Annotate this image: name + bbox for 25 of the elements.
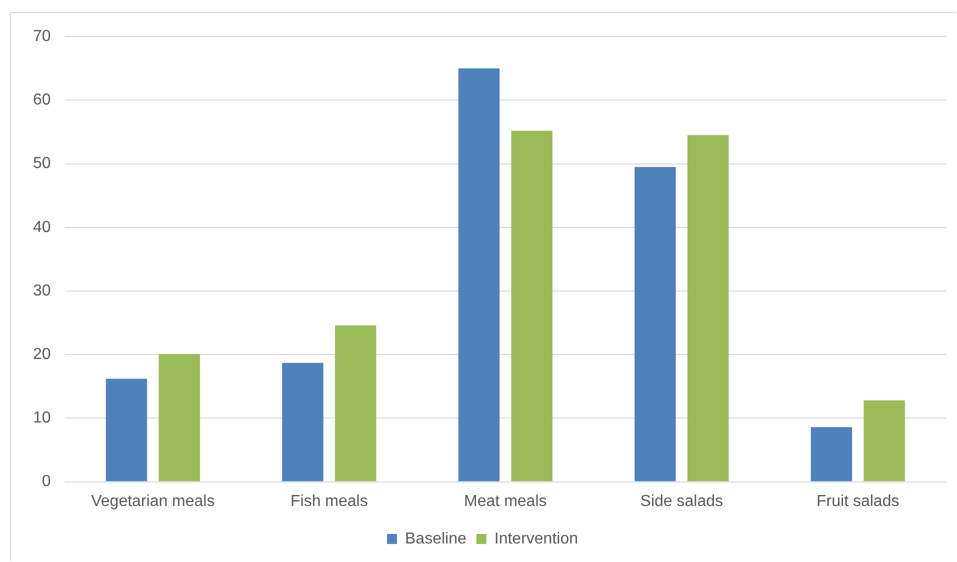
bar (334, 325, 376, 482)
x-tick-label: Meat meals (464, 492, 547, 510)
bar (810, 427, 852, 482)
bar (634, 166, 676, 482)
bar (687, 135, 729, 482)
x-tick-label: Fish meals (290, 492, 368, 510)
legend-label: Baseline (405, 530, 466, 548)
y-tick-label: 70 (33, 28, 51, 46)
y-tick-label: 10 (33, 410, 51, 427)
y-tick-label: 60 (33, 92, 51, 109)
bar (106, 378, 148, 482)
bar (458, 68, 500, 482)
bar (158, 354, 200, 482)
legend-label: Intervention (494, 530, 578, 548)
y-tick-label: 0 (42, 473, 51, 490)
bar (511, 130, 552, 482)
bar (282, 362, 324, 482)
y-tick-label: 20 (33, 346, 51, 364)
x-tick-label: Fruit salads (816, 492, 900, 510)
y-tick-label: 50 (33, 155, 51, 172)
y-tick-label: 40 (33, 218, 51, 236)
y-tick-label: 30 (33, 282, 51, 300)
x-tick-label: Side salads (640, 492, 723, 510)
bar (864, 400, 905, 482)
x-tick-label: Vegetarian meals (91, 492, 215, 510)
